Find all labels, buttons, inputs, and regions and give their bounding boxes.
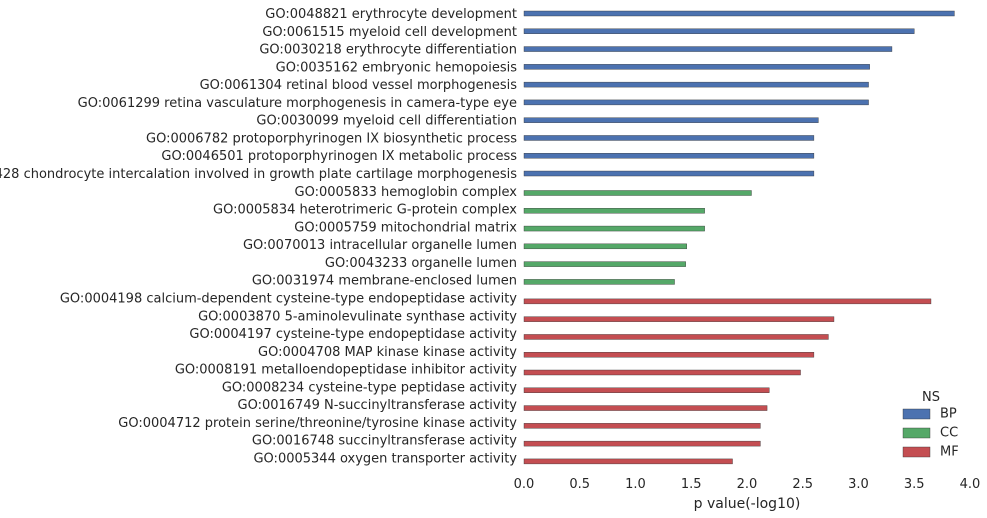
category-label: GO:0035162 embryonic hemopoiesis	[276, 60, 518, 75]
category-label: GO:0005834 heterotrimeric G-protein comp…	[213, 203, 517, 218]
bar-mf	[523, 440, 761, 447]
bar-mf	[523, 387, 770, 393]
x-tick-label: 2.0	[737, 477, 758, 492]
x-tick-label: 1.0	[625, 477, 646, 492]
category-label: GO:0005833 hemoglobin complex	[295, 185, 518, 200]
legend-swatch-cc	[902, 427, 931, 439]
category-label: GO:0003428 chondrocyte intercalation inv…	[0, 167, 517, 182]
bar-bp	[523, 99, 869, 106]
bar-cc	[523, 190, 752, 196]
bar-mf	[523, 316, 835, 322]
category-label: GO:0043233 organelle lumen	[325, 256, 517, 271]
category-label: GO:0061299 retina vasculature morphogene…	[78, 96, 517, 111]
legend: NS BP CC MF	[902, 390, 959, 460]
bar-bp	[523, 117, 819, 123]
x-tick-label: 3.5	[904, 477, 925, 492]
category-label: GO:0061304 retinal blood vessel morphoge…	[200, 78, 518, 93]
category-label: GO:0016748 succinyltransferase activity	[252, 434, 517, 449]
category-label: GO:0005759 mitochondrial matrix	[294, 220, 517, 235]
bar-cc	[523, 225, 705, 232]
bar-bp	[523, 170, 815, 177]
legend-swatch-bp	[902, 408, 931, 420]
bar-mf	[523, 352, 815, 358]
category-label: GO:0030218 erythrocyte differentiation	[259, 43, 517, 58]
bar-bp	[523, 153, 815, 159]
bar-bp	[523, 64, 870, 70]
bar-mf	[523, 458, 733, 465]
category-label: GO:0016749 N-succinyltransferase activit…	[238, 398, 518, 413]
bar-mf	[523, 369, 801, 376]
bar-mf	[523, 423, 761, 429]
bar-bp	[523, 46, 893, 52]
category-label: GO:0004197 cysteine-type endopeptidase a…	[189, 327, 517, 342]
bar-bp	[523, 135, 815, 141]
x-tick-label: 2.5	[792, 477, 813, 492]
bar-bp	[523, 10, 955, 17]
x-axis-label: p value(-log10)	[694, 496, 801, 512]
bars-group	[523, 10, 955, 465]
category-labels: GO:0048821 erythrocyte development GO:006…	[0, 7, 517, 467]
legend-swatch-mf	[902, 446, 931, 458]
x-axis-ticks: 0.0 0.5 1.0 1.5 2.0 2.5 3.0 3.5 4.0	[514, 477, 981, 492]
legend-label-mf: MF	[940, 445, 959, 460]
category-label: GO:0046501 protoporphyrinogen IX metabol…	[161, 149, 517, 164]
bar-cc	[523, 243, 687, 250]
bar-cc	[523, 261, 686, 267]
category-label: GO:0005344 oxygen transporter activity	[253, 452, 517, 467]
category-label: GO:0004712 protein serine/threonine/tyro…	[118, 416, 517, 431]
bar-mf	[523, 405, 768, 411]
x-tick-label: 0.5	[569, 477, 590, 492]
bar-mf	[523, 334, 829, 340]
category-label: GO:0031974 membrane-enclosed lumen	[252, 274, 517, 289]
category-label: GO:0030099 myeloid cell differentiation	[256, 114, 517, 129]
category-label: GO:0003870 5-aminolevulinate synthase ac…	[198, 309, 517, 324]
legend-label-bp: BP	[940, 407, 957, 422]
bar-cc	[523, 208, 705, 214]
bar-bp	[523, 28, 915, 34]
x-tick-label: 4.0	[960, 477, 981, 492]
legend-label-cc: CC	[940, 426, 958, 441]
category-label: GO:0004198 calcium-dependent cysteine-ty…	[60, 291, 517, 306]
x-tick-label: 0.0	[514, 477, 535, 492]
bar-mf	[523, 298, 932, 305]
category-label: GO:0006782 protoporphyrinogen IX biosynt…	[146, 131, 517, 146]
legend-title: NS	[922, 390, 940, 405]
category-label: GO:0070013 intracellular organelle lumen	[243, 238, 517, 253]
category-label: GO:0008191 metalloendopeptidase inhibito…	[175, 363, 517, 378]
category-label: GO:0008234 cysteine-type peptidase activ…	[222, 380, 517, 395]
x-tick-label: 1.5	[681, 477, 702, 492]
bar-cc	[523, 279, 675, 285]
category-label: GO:0061515 myeloid cell development	[262, 25, 517, 40]
category-label: GO:0048821 erythrocyte development	[265, 7, 517, 22]
bar-bp	[523, 81, 869, 88]
x-tick-label: 3.0	[848, 477, 869, 492]
category-label: GO:0004708 MAP kinase kinase activity	[258, 345, 517, 360]
